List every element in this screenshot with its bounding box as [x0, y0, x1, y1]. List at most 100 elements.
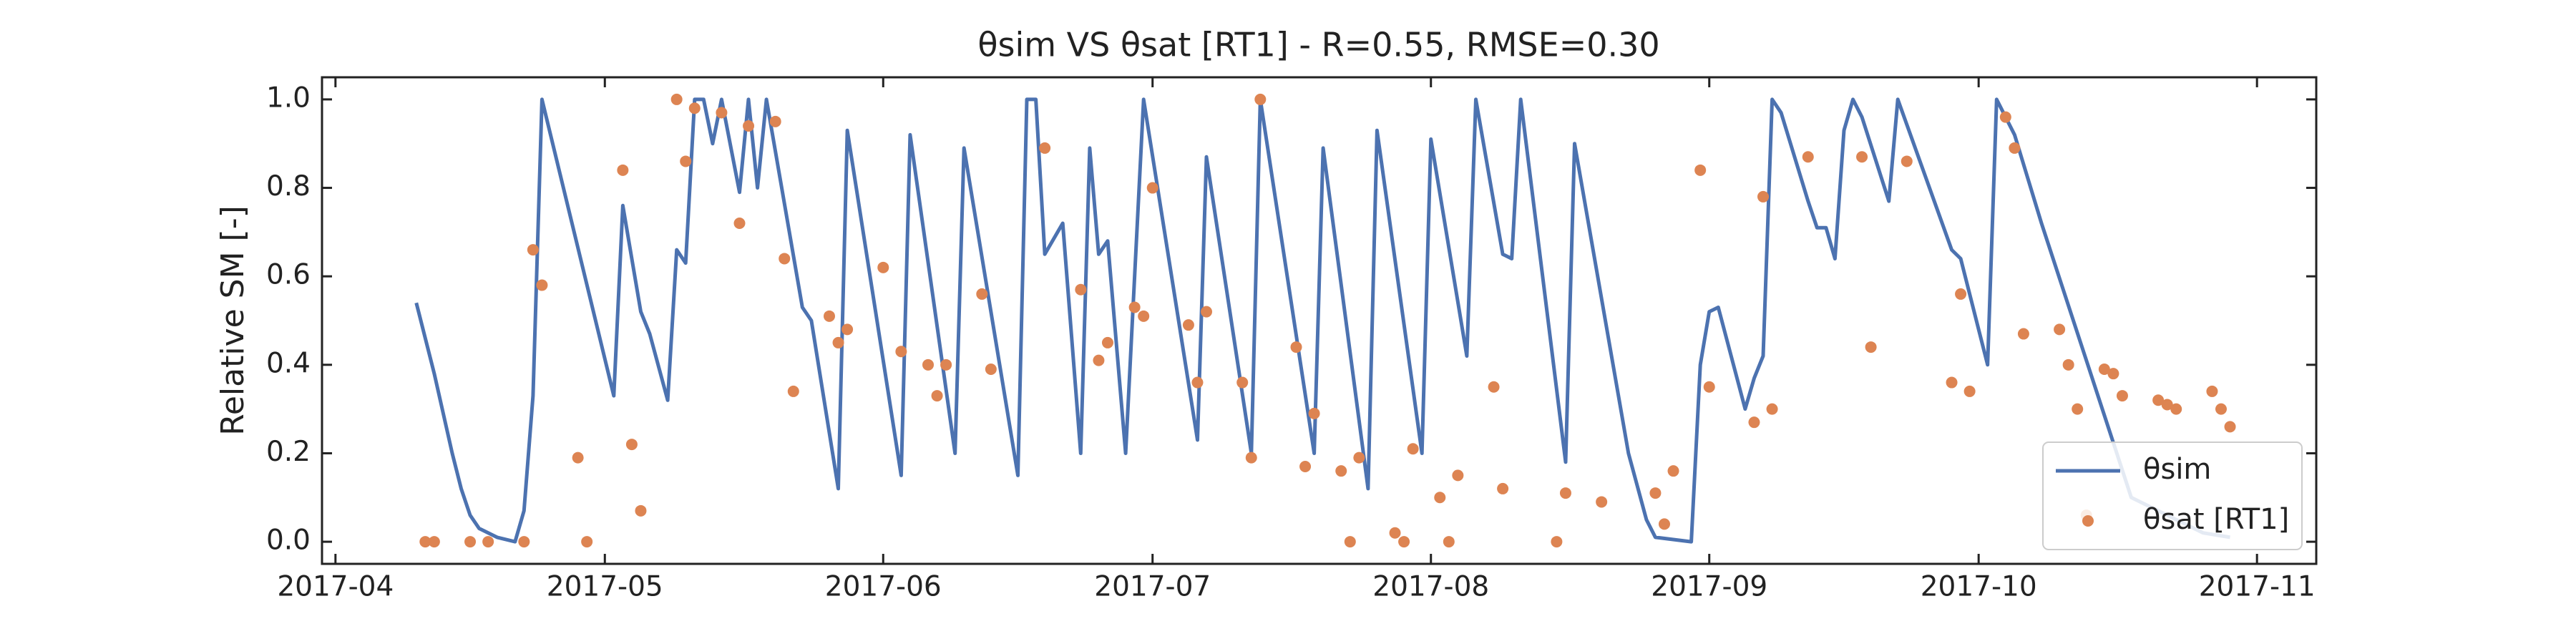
scatter-point	[769, 115, 781, 127]
scatter-point	[2215, 403, 2227, 415]
x-tick-label: 2017-09	[1651, 571, 1767, 603]
scatter-point	[518, 536, 530, 548]
y-tick-label: 1.0	[266, 82, 311, 114]
scatter-point	[895, 346, 907, 358]
scatter-point	[617, 164, 629, 176]
x-tick-label: 2017-05	[547, 571, 663, 603]
scatter-point	[1093, 354, 1105, 366]
scatter-point	[832, 336, 844, 348]
scatter-point	[670, 93, 683, 105]
y-tick-label: 0.4	[266, 347, 311, 379]
scatter-point	[1182, 319, 1194, 331]
scatter-point	[1101, 336, 1113, 348]
scatter-point	[1344, 536, 1356, 548]
scatter-point	[823, 310, 835, 322]
scatter-point	[1245, 452, 1257, 464]
scatter-point	[1865, 341, 1877, 353]
scatter-point	[1649, 487, 1662, 499]
scatter-point	[1856, 151, 1868, 163]
legend: θsim θsat [RT1]	[2042, 441, 2303, 550]
scatter-point	[1766, 403, 1778, 415]
scatter-point	[2161, 399, 2173, 411]
scatter-point	[1353, 452, 1365, 464]
scatter-point	[931, 390, 943, 402]
scatter-point	[976, 288, 988, 300]
scatter-point	[2054, 323, 2066, 336]
scatter-point	[572, 452, 584, 464]
x-tick-label: 2017-11	[2199, 571, 2316, 603]
scatter-point	[635, 504, 647, 517]
scatter-point	[1128, 301, 1141, 313]
scatter-point	[1299, 461, 1312, 472]
scatter-point	[1389, 527, 1401, 539]
y-axis-label: Relative SM [-]	[215, 205, 251, 436]
x-tick-label: 2017-10	[1921, 571, 2037, 603]
scatter-point	[688, 102, 701, 114]
scatter-point	[680, 155, 692, 167]
scatter-point	[1290, 341, 1302, 353]
axes-frame	[321, 76, 2318, 565]
scatter-point	[1658, 518, 1670, 530]
legend-label: θsim	[2143, 453, 2211, 486]
scatter-point	[2224, 421, 2236, 433]
scatter-point	[1703, 381, 1715, 393]
chart-title: θsim VS θsat [RT1] - R=0.55, RMSE=0.30	[977, 26, 1659, 64]
scatter-point	[2116, 390, 2128, 402]
scatter-point	[581, 536, 593, 548]
scatter-point	[1963, 385, 1976, 397]
scatter-point	[940, 358, 952, 371]
scatter-point	[1407, 443, 1419, 455]
scatter-point	[1236, 376, 1249, 389]
scatter-point	[1667, 465, 1679, 477]
scatter-point	[1254, 93, 1267, 105]
scatter-point	[716, 107, 728, 119]
scatter-point	[841, 323, 854, 336]
scatter-point	[1955, 288, 1967, 300]
scatter-point	[1551, 536, 1563, 548]
legend-label: θsat [RT1]	[2143, 503, 2289, 536]
scatter-point	[743, 120, 755, 132]
scatter-point	[2072, 403, 2084, 415]
scatter-point	[985, 364, 997, 375]
scatter-point	[1946, 376, 1958, 389]
scatter-point	[1559, 487, 1571, 499]
scatter-point	[1191, 376, 1204, 389]
scatter-point	[1497, 482, 1509, 494]
scatter-point	[625, 439, 638, 451]
scatter-point	[464, 536, 477, 548]
scatter-point	[787, 385, 799, 397]
scatter-point	[482, 536, 494, 548]
y-tick-label: 0.6	[266, 259, 311, 291]
scatter-point	[428, 536, 440, 548]
x-tick-label: 2017-08	[1372, 571, 1489, 603]
scatter-point	[1488, 381, 1500, 393]
scatter-point	[2152, 394, 2165, 406]
scatter-point	[2017, 328, 2029, 340]
scatter-point	[2107, 368, 2119, 380]
scatter-point	[2170, 403, 2182, 415]
scatter-point	[1757, 190, 1770, 203]
x-tick-label: 2017-04	[277, 571, 394, 603]
scatter-point	[779, 253, 791, 265]
scatter-point	[1075, 283, 1087, 296]
series-line	[414, 97, 2230, 544]
scatter-point	[1452, 469, 1464, 482]
x-tick-label: 2017-07	[1094, 571, 1211, 603]
scatter-point	[1596, 496, 1608, 508]
scatter-point	[1146, 182, 1158, 194]
scatter-point	[1138, 310, 1150, 322]
scatter-point	[419, 536, 431, 548]
scatter-point	[527, 244, 539, 256]
scatter-point	[1748, 416, 1760, 429]
scatter-point	[2009, 142, 2021, 154]
scatter-point	[922, 358, 935, 371]
scatter-point	[733, 218, 746, 229]
scatter-point	[1434, 492, 1446, 504]
scatter-point	[1201, 306, 1213, 318]
scatter-point	[1335, 465, 1347, 477]
plot-area	[414, 93, 2236, 548]
scatter-point	[1999, 111, 2011, 123]
scatter-point	[1901, 155, 1913, 167]
scatter-point	[1802, 151, 1814, 163]
